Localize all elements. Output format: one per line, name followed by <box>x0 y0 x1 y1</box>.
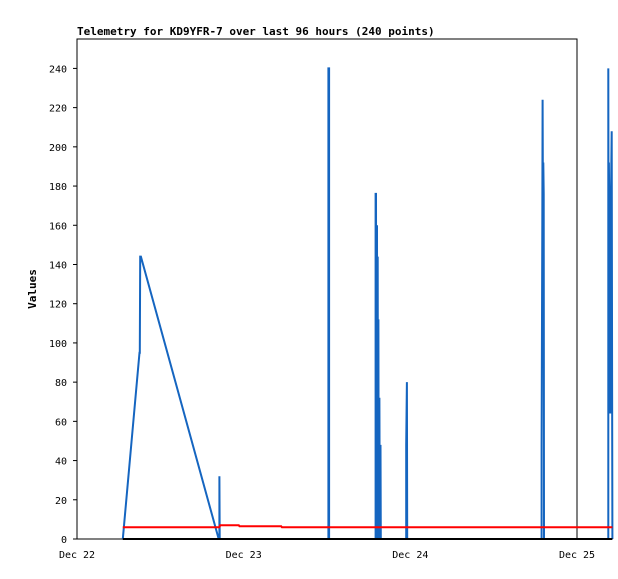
y-tick-label: 180 <box>49 182 67 193</box>
x-tick-label: Dec 23 <box>226 550 262 561</box>
series-line-2 <box>122 524 613 529</box>
y-tick-label: 220 <box>49 104 67 115</box>
y-axis-label: Values <box>26 269 39 309</box>
y-tick-label: 80 <box>55 378 67 389</box>
x-axis: Dec 22 Dec 23 Dec 24 Dec 25 <box>59 550 595 561</box>
chart-title: Telemetry for KD9YFR-7 over last 96 hour… <box>77 25 435 38</box>
plot-area <box>76 38 578 540</box>
y-tick-label: 20 <box>55 496 67 507</box>
y-tick-label: 120 <box>49 300 67 311</box>
y-tick-label: 100 <box>49 339 67 350</box>
y-tick-label: 200 <box>49 143 67 154</box>
y-tick-label: 140 <box>49 260 67 271</box>
y-tick-label: 240 <box>49 64 67 75</box>
series-layer <box>121 67 614 540</box>
y-tick-label: 40 <box>55 457 67 468</box>
y-axis: 0 20 40 60 80 100 120 140 160 180 200 220 240 <box>49 64 77 546</box>
y-tick-label: 0 <box>61 535 67 546</box>
x-tick-label: Dec 24 <box>392 550 428 561</box>
y-tick-label: 160 <box>49 221 67 232</box>
y-tick-label: 60 <box>55 417 67 428</box>
x-tick-label: Dec 22 <box>59 550 95 561</box>
x-tick-label: Dec 25 <box>559 550 595 561</box>
